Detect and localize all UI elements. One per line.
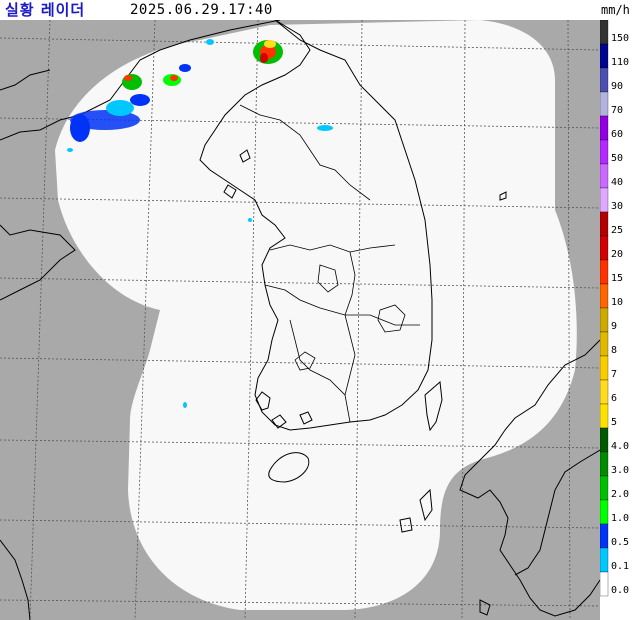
page-title: 실황 레이더: [5, 1, 86, 19]
legend-swatch: [600, 379, 609, 405]
legend-label: 90: [611, 81, 623, 92]
legend-label: 8: [611, 345, 617, 356]
legend-swatch: [600, 523, 609, 549]
legend-swatch: [600, 259, 609, 285]
legend-label: 7: [611, 369, 617, 380]
legend-unit-label: mm/h: [601, 3, 630, 17]
province-boundaries: [239, 104, 420, 423]
legend-label: 5: [611, 417, 617, 428]
coastline-boundaries: [0, 20, 600, 620]
legend-label: 0.0: [611, 585, 629, 596]
legend-label: 2.0: [611, 489, 629, 500]
precipitation-legend: 150 110 90 70 60 50 40 30 25 20 15 10 9 8 7 6 5 4.0 3.0 2.0…: [600, 20, 629, 597]
lat-lon-grid: [0, 20, 600, 620]
legend-label: 10: [611, 297, 623, 308]
legend-swatch: [600, 43, 609, 69]
legend-label: 3.0: [611, 465, 629, 476]
legend-swatch: [600, 571, 609, 597]
legend-swatch: [600, 355, 609, 381]
legend-label: 9: [611, 321, 617, 332]
legend-swatch: [600, 67, 609, 93]
legend-label: 70: [611, 105, 623, 116]
legend-swatch: [600, 20, 609, 45]
legend-swatch: [600, 403, 609, 429]
legend-swatch: [600, 187, 609, 213]
legend-swatch: [600, 211, 609, 237]
legend-swatch: [600, 283, 609, 309]
legend-swatch: [600, 499, 609, 525]
legend-swatch: [600, 451, 609, 477]
legend-label: 40: [611, 177, 623, 188]
observation-timestamp: 2025.06.29.17:40: [130, 2, 273, 18]
legend-swatch: [600, 475, 609, 501]
legend-swatch: [600, 307, 609, 333]
header-bar: 실황 레이더 2025.06.29.17:40: [0, 0, 600, 20]
legend-label: 150: [611, 33, 629, 44]
legend-swatch: [600, 547, 609, 573]
legend-label: 30: [611, 201, 623, 212]
legend-label: 25: [611, 225, 623, 236]
radar-map: [0, 20, 600, 620]
precipitation-echoes: [67, 39, 333, 408]
legend-swatch: [600, 91, 609, 117]
legend-swatch: [600, 115, 609, 141]
legend-label: 6: [611, 393, 617, 404]
legend-label: 4.0: [611, 441, 629, 452]
legend-swatch: [600, 331, 609, 357]
legend-label: 110: [611, 57, 629, 68]
legend-label: 0.1: [611, 561, 629, 572]
legend-swatch: [600, 139, 609, 165]
legend-label: 1.0: [611, 513, 629, 524]
legend-swatch: [600, 163, 609, 189]
legend-label: 50: [611, 153, 623, 164]
legend-label: 20: [611, 249, 623, 260]
legend-swatch: [600, 235, 609, 261]
legend-label: 0.5: [611, 537, 629, 548]
legend-label: 60: [611, 129, 623, 140]
radar-coverage-area: [55, 20, 577, 610]
legend-label: 15: [611, 273, 623, 284]
legend-swatch: [600, 427, 609, 453]
